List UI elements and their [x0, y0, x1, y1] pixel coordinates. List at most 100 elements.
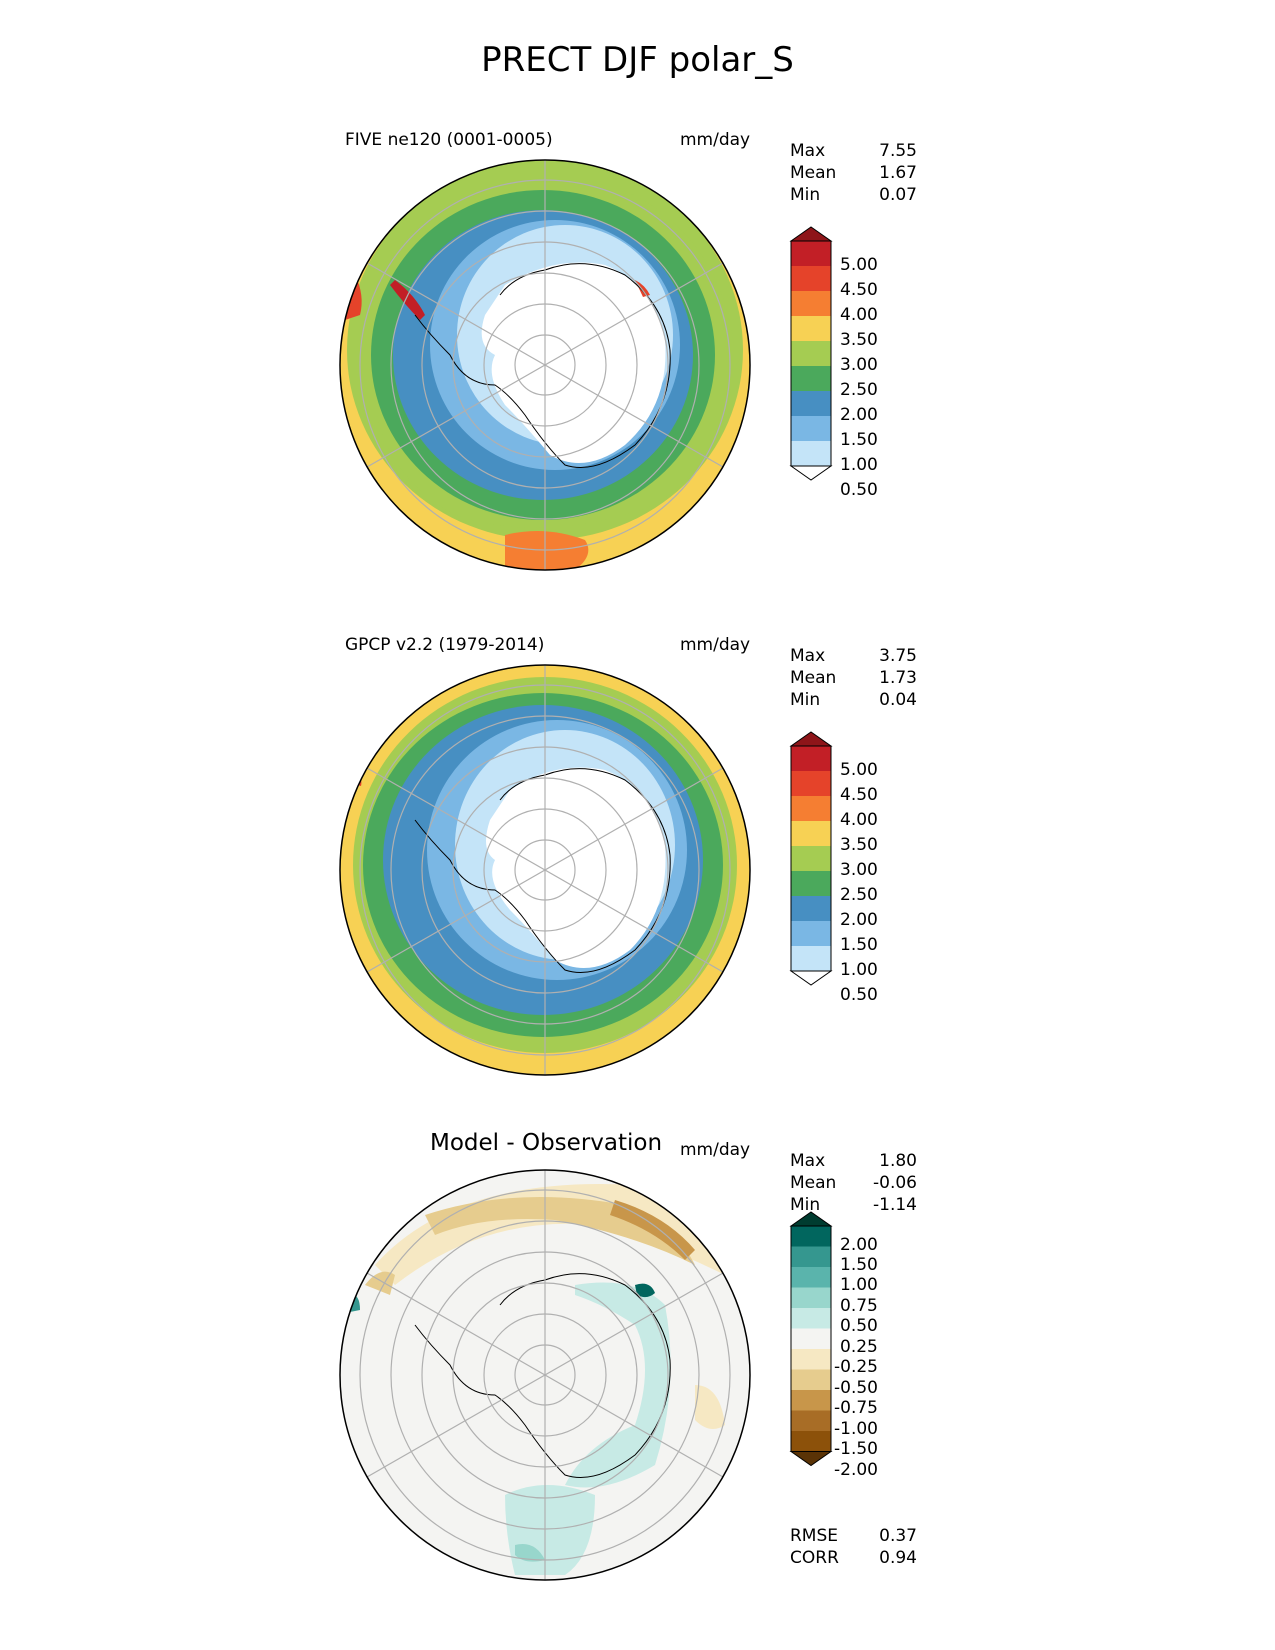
stats-block: Max 1.80 Mean -0.06 Min -1.14 [790, 1150, 917, 1216]
colorbar-segment [791, 366, 831, 391]
colorbar-label: 2.00 [840, 910, 878, 930]
colorbar-label: -2.00 [834, 1460, 878, 1480]
colorbar-label: 1.50 [840, 430, 878, 450]
colorbar-label: 1.00 [840, 455, 878, 475]
stat-max-label: Max [790, 1151, 826, 1171]
colorbar-label: 0.75 [840, 1296, 878, 1316]
colorbar-extend-bottom [789, 970, 833, 986]
colorbar-segment [791, 746, 831, 771]
colorbar-label: 0.25 [840, 1337, 878, 1357]
colorbar-label: -1.50 [834, 1439, 878, 1459]
polar-map-model [339, 159, 751, 571]
colorbar-precip-2 [789, 731, 833, 986]
colorbar-label: 5.00 [840, 760, 878, 780]
colorbar-segment [791, 441, 831, 466]
colorbar-label: 0.50 [840, 1316, 878, 1336]
colorbar-label: -0.25 [834, 1357, 878, 1377]
colorbar-segment [791, 1246, 831, 1267]
colorbar-label: 3.00 [840, 860, 878, 880]
colorbar-label: 1.00 [840, 1275, 878, 1295]
stat-mean-label: Mean [790, 163, 837, 183]
panel-title: Model - Observation [430, 1130, 663, 1156]
stat-mean: 1.67 [879, 163, 917, 183]
colorbar-frame [790, 240, 832, 467]
stat-max: 1.80 [879, 1151, 917, 1171]
colorbar-segment [791, 946, 831, 971]
stat-max-label: Max [790, 141, 826, 161]
panel-diff: Model - Observation mm/day Max 1.80 Mean -… [0, 1130, 1275, 1630]
colorbar-extend-top [789, 226, 833, 242]
colorbar-segment [791, 1308, 831, 1329]
colorbar-segment [791, 1328, 831, 1349]
metric-corr: 0.94 [879, 1548, 917, 1568]
colorbar-label: -1.00 [834, 1419, 878, 1439]
colorbar-segment [791, 821, 831, 846]
metrics-block: RMSE 0.37 CORR 0.94 [790, 1525, 917, 1569]
stat-max-label: Max [790, 646, 826, 666]
stat-min-label: Min [790, 185, 821, 205]
panel-title: GPCP v2.2 (1979-2014) [345, 635, 545, 655]
colorbar-segment [791, 1390, 831, 1411]
colorbar-segment [791, 846, 831, 871]
stat-mean-label: Mean [790, 1173, 837, 1193]
colorbar-segment [791, 921, 831, 946]
colorbar-segment [791, 1349, 831, 1370]
colorbar-label: -0.50 [834, 1378, 878, 1398]
colorbar-label: 0.50 [840, 985, 878, 1005]
stat-mean: -0.06 [873, 1173, 917, 1193]
colorbar-extend-bottom [789, 465, 833, 481]
colorbar-diff [789, 1211, 833, 1467]
metric-rmse: 0.37 [879, 1526, 917, 1546]
panel-obs: GPCP v2.2 (1979-2014) mm/day Max 3.75 Mea… [0, 635, 1275, 1125]
polar-map-diff [339, 1169, 751, 1581]
colorbar-label: 0.50 [840, 480, 878, 500]
panel-title: FIVE ne120 (0001-0005) [345, 130, 553, 150]
colorbar-label: -0.75 [834, 1398, 878, 1418]
stat-min-label: Min [790, 690, 821, 710]
units-label: mm/day [680, 1140, 751, 1160]
polar-map-obs [339, 664, 751, 1076]
stat-min: 0.07 [879, 185, 917, 205]
colorbar-extend-bottom [789, 1451, 833, 1467]
stat-max: 3.75 [879, 646, 917, 666]
colorbar-label: 2.50 [840, 885, 878, 905]
colorbar-label: 3.50 [840, 330, 878, 350]
units-label: mm/day [680, 130, 751, 150]
stat-min: -1.14 [873, 1195, 917, 1215]
colorbar-label: 2.00 [840, 1235, 878, 1255]
colorbar-segment [791, 771, 831, 796]
colorbar-extend-top [789, 1211, 833, 1227]
metric-rmse-label: RMSE [790, 1526, 839, 1546]
colorbar-segment [791, 1226, 831, 1247]
colorbar-label: 1.50 [840, 935, 878, 955]
stats-block: Max 3.75 Mean 1.73 Min 0.04 [790, 645, 917, 711]
stat-mean-label: Mean [790, 668, 837, 688]
colorbar-segment [791, 1287, 831, 1308]
stat-min: 0.04 [879, 690, 917, 710]
colorbar-label: 2.00 [840, 405, 878, 425]
colorbar-label: 1.50 [840, 1255, 878, 1275]
colorbar-label: 3.50 [840, 835, 878, 855]
stat-min-label: Min [790, 1195, 821, 1215]
colorbar-segment [791, 1369, 831, 1390]
colorbar-segment [791, 416, 831, 441]
stats-block: Max 7.55 Mean 1.67 Min 0.07 [790, 140, 917, 206]
colorbar-segment [791, 241, 831, 266]
colorbar-label: 5.00 [840, 255, 878, 275]
panel-model: FIVE ne120 (0001-0005) mm/day Max 7.55 Me… [0, 130, 1275, 620]
units-label: mm/day [680, 635, 751, 655]
colorbar-segment [791, 291, 831, 316]
colorbar-label: 4.00 [840, 810, 878, 830]
colorbar-label: 2.50 [840, 380, 878, 400]
colorbar-frame [790, 1225, 832, 1452]
colorbar-label: 4.00 [840, 305, 878, 325]
colorbar-segment [791, 1267, 831, 1288]
colorbar-segment [791, 896, 831, 921]
colorbar-label: 3.00 [840, 355, 878, 375]
colorbar-segment [791, 341, 831, 366]
colorbar-segment [791, 1431, 831, 1452]
colorbar-frame [790, 745, 832, 972]
colorbar-segment [791, 796, 831, 821]
stat-mean: 1.73 [879, 668, 917, 688]
colorbar-label: 4.50 [840, 785, 878, 805]
